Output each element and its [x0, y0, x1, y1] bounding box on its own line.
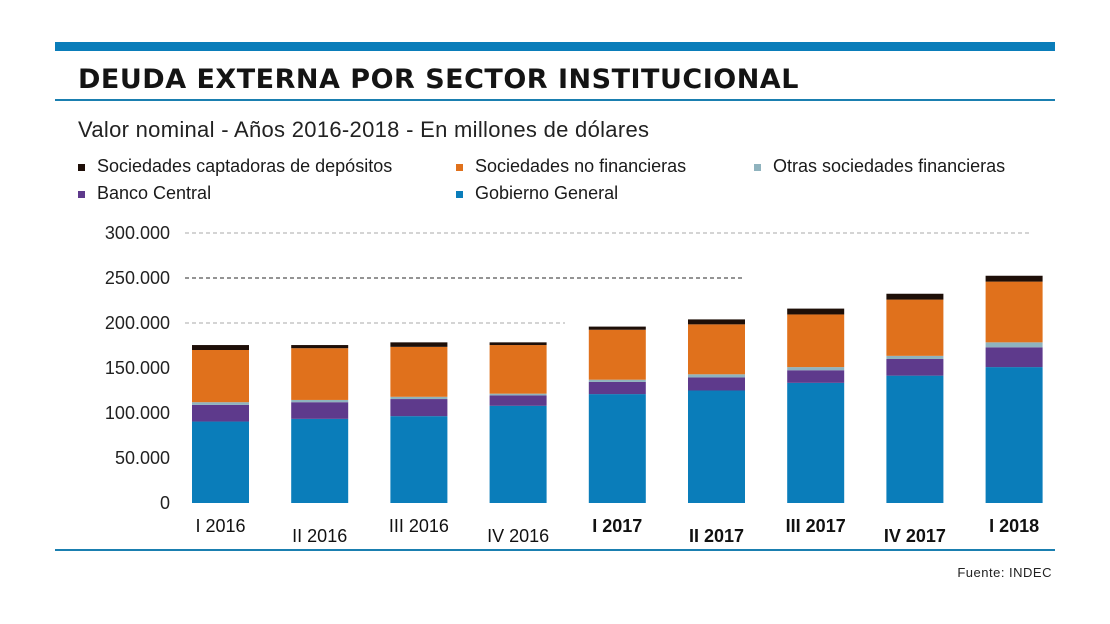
y-tick-label: 0: [160, 493, 170, 513]
bar-segment: [588, 379, 646, 382]
bar-segment: [886, 355, 944, 359]
bar-segment: [192, 350, 249, 403]
bottom-divider: [55, 549, 1055, 551]
bar-segment: [886, 299, 944, 356]
x-tick-label: IV 2017: [884, 526, 946, 546]
bar-segment: [390, 342, 448, 347]
bar-segment: [688, 324, 745, 375]
y-tick-label: 100.000: [105, 403, 170, 423]
bar-segment: [489, 342, 547, 346]
bar-segment: [985, 347, 1043, 368]
top-accent-bar: [55, 42, 1055, 51]
bar-segment: [688, 374, 745, 378]
legend-item: Banco Central: [78, 183, 211, 204]
bar-segment: [192, 421, 249, 503]
x-tick-label: I 2017: [592, 516, 642, 536]
bar-segment: [588, 329, 646, 380]
bar-segment: [192, 404, 249, 422]
bar-segment: [390, 399, 448, 417]
source-note: Fuente: INDEC: [957, 565, 1052, 580]
y-tick-label: 200.000: [105, 313, 170, 333]
bar-segment: [390, 396, 448, 400]
bar-segment: [787, 370, 845, 383]
bar-segment: [489, 345, 547, 394]
bar-segment: [985, 281, 1043, 343]
bar-segment: [489, 405, 547, 503]
legend-swatch: [754, 163, 761, 171]
bar-segment: [390, 346, 448, 397]
bar-segment: [192, 402, 249, 405]
legend-item: Sociedades captadoras de depósitos: [78, 156, 392, 177]
bar-segment: [985, 367, 1043, 503]
y-tick-label: 150.000: [105, 358, 170, 378]
bar-segment: [688, 377, 745, 391]
bar-segment: [787, 382, 845, 503]
y-tick-label: 50.000: [115, 448, 170, 468]
bar-segment: [588, 381, 646, 395]
bar-segment: [886, 375, 944, 503]
legend-label: Gobierno General: [475, 183, 619, 203]
bar-segment: [588, 394, 646, 503]
x-tick-label: II 2017: [689, 526, 744, 546]
bar-segment: [489, 395, 547, 406]
legend-swatch: [78, 163, 85, 171]
bar-segment: [787, 314, 845, 368]
legend-swatch: [456, 163, 463, 171]
bar-segment: [390, 416, 448, 503]
bar-segment: [291, 418, 349, 503]
x-tick-label: III 2017: [786, 516, 846, 536]
x-tick-label: III 2016: [389, 516, 449, 536]
bar-segment: [588, 326, 646, 330]
y-tick-label: 250.000: [105, 268, 170, 288]
y-tick-label: 300.000: [105, 223, 170, 243]
x-tick-label: I 2018: [989, 516, 1039, 536]
x-tick-label: I 2016: [195, 516, 245, 536]
bar-segment: [787, 367, 845, 371]
bar-segment: [688, 390, 745, 503]
x-tick-label: IV 2016: [487, 526, 549, 546]
legend-item: Sociedades no financieras: [456, 156, 686, 177]
legend-swatch: [456, 190, 463, 198]
bar-segment: [192, 345, 249, 350]
bar-segment: [291, 345, 349, 349]
bar-segment: [787, 308, 845, 315]
x-tick-label: II 2016: [292, 526, 347, 546]
legend-label: Banco Central: [97, 183, 212, 203]
legend-label: Sociedades no financieras: [475, 156, 687, 176]
legend-label: Otras sociedades financieras: [773, 156, 1006, 176]
chart-subtitle: Valor nominal - Años 2016-2018 - En mill…: [78, 117, 650, 142]
legend-swatch: [78, 190, 85, 198]
bar-segment: [688, 319, 745, 325]
bar-segment: [291, 402, 349, 419]
bar-segment: [291, 399, 349, 403]
bar-segment: [489, 393, 547, 396]
legend-label: Sociedades captadoras de depósitos: [97, 156, 393, 176]
bar-segment: [985, 342, 1043, 348]
legend-item: Otras sociedades financieras: [754, 156, 1005, 177]
title-divider: [55, 99, 1055, 101]
bar-segment: [886, 293, 944, 300]
legend-item: Gobierno General: [456, 183, 618, 204]
bar-segment: [886, 359, 944, 376]
bar-segment: [985, 275, 1043, 282]
bar-segment: [291, 348, 349, 400]
chart-title: DEUDA EXTERNA POR SECTOR INSTITUCIONAL: [78, 64, 799, 95]
